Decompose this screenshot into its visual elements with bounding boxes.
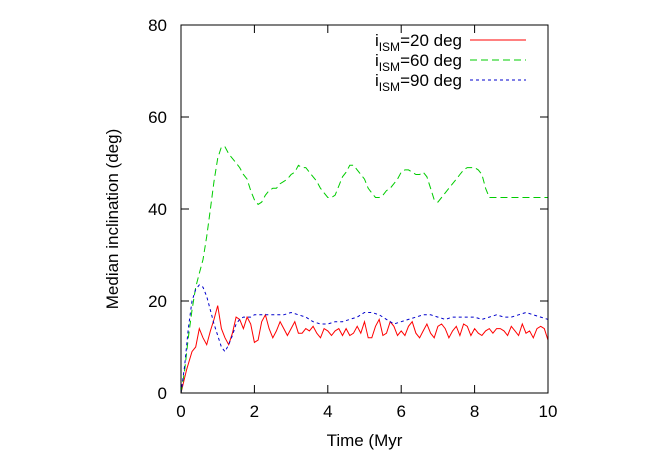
x-tick-label: 10 [539, 402, 558, 421]
y-tick-label: 20 [148, 292, 167, 311]
series-layer [180, 146, 549, 394]
x-tick-label: 2 [250, 402, 259, 421]
y-tick-label: 60 [148, 108, 167, 127]
x-tick-label: 6 [396, 402, 405, 421]
x-tick-label: 0 [176, 402, 185, 421]
y-tick-label: 0 [158, 384, 167, 403]
x-tick-label: 8 [470, 402, 479, 421]
legend-label-1: iISM=20 deg [375, 31, 462, 54]
y-axis-title: Median inclination (deg) [103, 129, 122, 310]
y-tick-label: 40 [148, 200, 167, 219]
series-line-2 [180, 146, 548, 394]
series-line-1 [180, 305, 549, 394]
legend-label-3: iISM=90 deg [375, 71, 462, 94]
legend-label-2: iISM=60 deg [375, 51, 462, 74]
y-tick-label: 80 [148, 16, 167, 35]
series-line-3 [180, 284, 549, 394]
x-tick-label: 4 [323, 402, 332, 421]
x-axis-title: Time (Myr [327, 431, 403, 450]
plot-frame [180, 24, 549, 394]
